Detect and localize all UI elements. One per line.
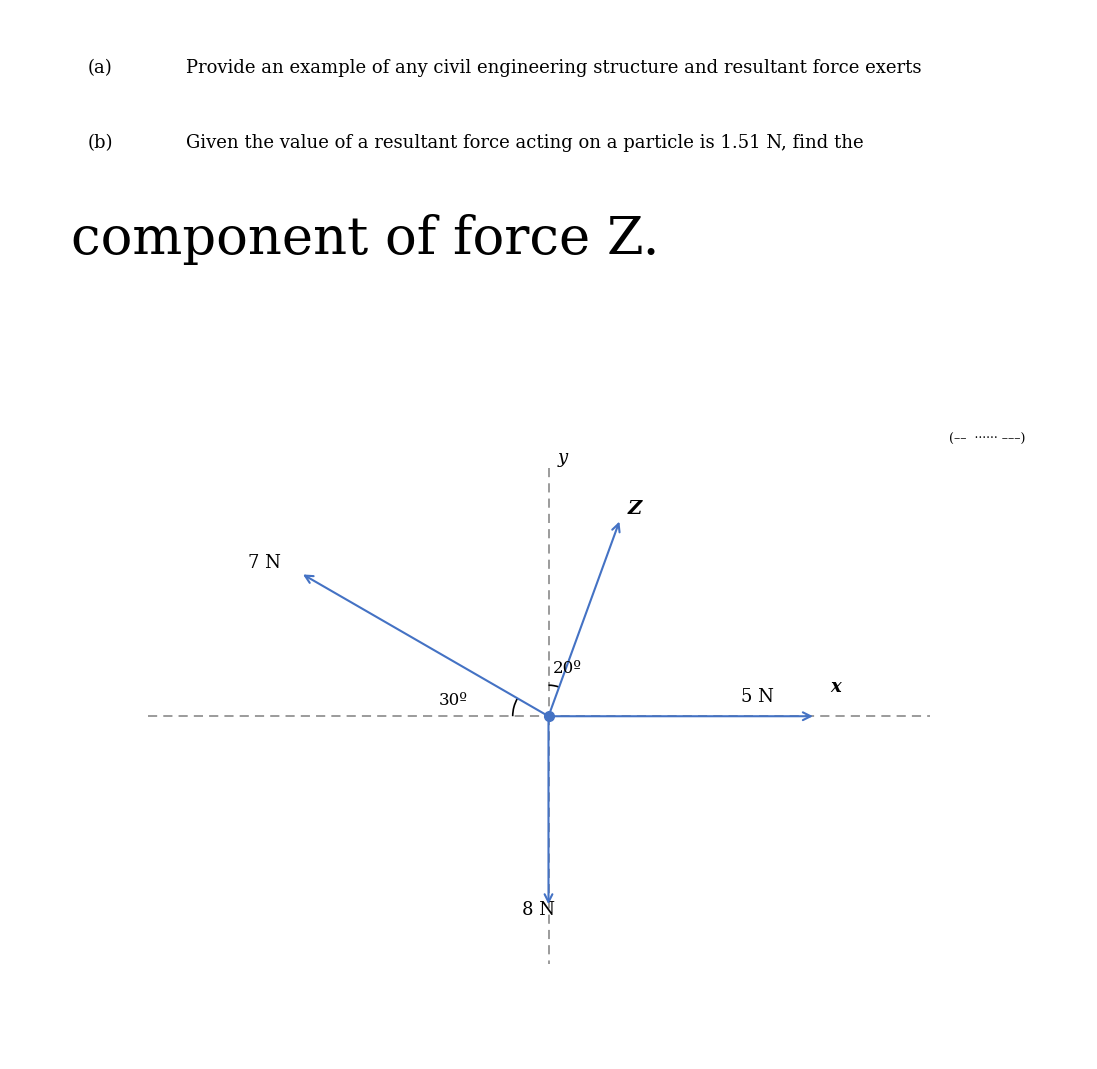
Text: 8 N: 8 N: [522, 901, 555, 918]
Text: Given the value of a resultant force acting on a particle is 1.51 N, find the: Given the value of a resultant force act…: [186, 134, 864, 152]
Text: Provide an example of any civil engineering structure and resultant force exerts: Provide an example of any civil engineer…: [186, 59, 921, 77]
Text: 30º: 30º: [439, 692, 467, 709]
Text: (a): (a): [88, 59, 113, 77]
Text: y: y: [558, 449, 568, 467]
Text: Z: Z: [627, 500, 642, 518]
Text: (b): (b): [88, 134, 113, 152]
Text: component of force Z.: component of force Z.: [71, 214, 659, 265]
Text: 5 N: 5 N: [740, 688, 773, 706]
Text: 20º: 20º: [553, 661, 583, 678]
Text: 7 N: 7 N: [248, 555, 281, 572]
Text: x: x: [830, 679, 840, 696]
Text: (––  ······ –––): (–– ······ –––): [949, 433, 1026, 446]
